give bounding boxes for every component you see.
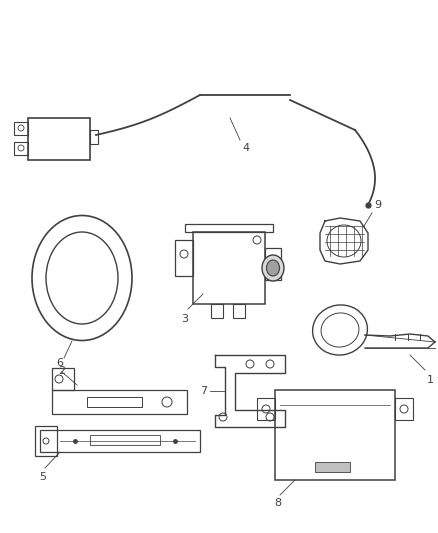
- Bar: [52, 390, 187, 414]
- Bar: [175, 240, 193, 276]
- Bar: [211, 304, 223, 318]
- Bar: [257, 398, 275, 420]
- Bar: [275, 390, 395, 480]
- Text: 3: 3: [181, 314, 188, 324]
- Bar: [90, 435, 160, 445]
- Text: 4: 4: [242, 143, 249, 153]
- Bar: [233, 304, 245, 318]
- Ellipse shape: [262, 255, 284, 281]
- Text: 8: 8: [275, 498, 282, 508]
- Bar: [14, 142, 28, 155]
- Bar: [35, 426, 57, 456]
- Bar: [14, 122, 28, 135]
- Text: 7: 7: [200, 386, 207, 396]
- Bar: [87, 397, 142, 407]
- Bar: [265, 248, 281, 280]
- Bar: [185, 224, 273, 232]
- Text: 9: 9: [374, 200, 381, 210]
- Text: 2: 2: [58, 366, 66, 376]
- Bar: [395, 398, 413, 420]
- Bar: [28, 118, 90, 160]
- Text: 5: 5: [39, 472, 46, 482]
- Bar: [52, 368, 74, 390]
- Ellipse shape: [266, 260, 279, 276]
- Bar: [315, 462, 350, 472]
- Bar: [40, 430, 200, 452]
- Text: 6: 6: [57, 358, 64, 368]
- Bar: [193, 232, 265, 304]
- Text: 1: 1: [427, 375, 434, 385]
- Bar: [90, 130, 98, 144]
